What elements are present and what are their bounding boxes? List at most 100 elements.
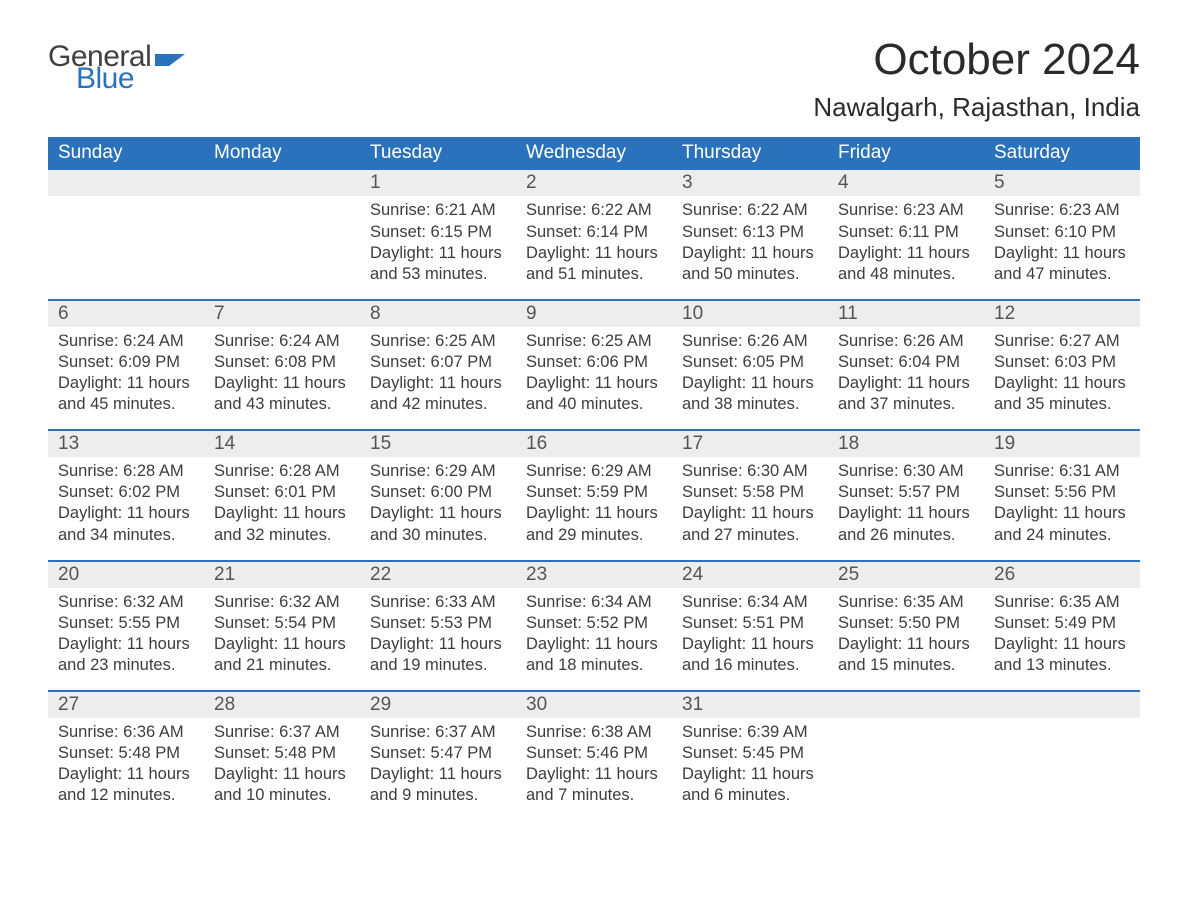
dow-sunday: Sunday	[48, 137, 204, 170]
sunrise-text: Sunrise: 6:37 AM	[370, 722, 506, 743]
day-number-row	[48, 170, 204, 196]
day-number: 7	[214, 303, 225, 324]
sunset-text: Sunset: 6:14 PM	[526, 222, 662, 243]
day-number: 13	[58, 433, 79, 454]
daylight-text: Daylight: 11 hours and 50 minutes.	[682, 243, 818, 285]
sunset-text: Sunset: 5:45 PM	[682, 743, 818, 764]
day-number-row: 29	[360, 692, 516, 718]
day-number: 9	[526, 303, 537, 324]
calendar-day: 25Sunrise: 6:35 AMSunset: 5:50 PMDayligh…	[828, 562, 984, 690]
day-number-row: 23	[516, 562, 672, 588]
sunset-text: Sunset: 5:56 PM	[994, 482, 1130, 503]
calendar-day: 10Sunrise: 6:26 AMSunset: 6:05 PMDayligh…	[672, 301, 828, 429]
day-number: 25	[838, 564, 859, 585]
brand-word2: Blue	[76, 64, 134, 94]
daylight-text: Daylight: 11 hours and 27 minutes.	[682, 503, 818, 545]
sunset-text: Sunset: 6:05 PM	[682, 352, 818, 373]
dow-thursday: Thursday	[672, 137, 828, 170]
daylight-text: Daylight: 11 hours and 7 minutes.	[526, 764, 662, 806]
page-header: General Blue October 2024 Nawalgarh, Raj…	[48, 36, 1140, 123]
sunrise-text: Sunrise: 6:22 AM	[682, 200, 818, 221]
flag-icon	[155, 50, 185, 72]
calendar-day: 26Sunrise: 6:35 AMSunset: 5:49 PMDayligh…	[984, 562, 1140, 690]
daylight-text: Daylight: 11 hours and 9 minutes.	[370, 764, 506, 806]
sunrise-text: Sunrise: 6:26 AM	[838, 331, 974, 352]
day-number-row: 6	[48, 301, 204, 327]
day-details: Sunrise: 6:39 AMSunset: 5:45 PMDaylight:…	[672, 718, 828, 806]
calendar-day: 24Sunrise: 6:34 AMSunset: 5:51 PMDayligh…	[672, 562, 828, 690]
calendar-day: 18Sunrise: 6:30 AMSunset: 5:57 PMDayligh…	[828, 431, 984, 559]
dow-friday: Friday	[828, 137, 984, 170]
day-number: 26	[994, 564, 1015, 585]
day-details: Sunrise: 6:25 AMSunset: 6:06 PMDaylight:…	[516, 327, 672, 415]
sunset-text: Sunset: 6:06 PM	[526, 352, 662, 373]
day-number: 3	[682, 172, 693, 193]
title-block: October 2024 Nawalgarh, Rajasthan, India	[813, 36, 1140, 123]
day-number: 22	[370, 564, 391, 585]
calendar-day: 30Sunrise: 6:38 AMSunset: 5:46 PMDayligh…	[516, 692, 672, 820]
sunrise-text: Sunrise: 6:30 AM	[682, 461, 818, 482]
sunset-text: Sunset: 5:55 PM	[58, 613, 194, 634]
calendar-day: 1Sunrise: 6:21 AMSunset: 6:15 PMDaylight…	[360, 170, 516, 298]
day-number-row: 25	[828, 562, 984, 588]
day-number: 2	[526, 172, 537, 193]
sunset-text: Sunset: 5:52 PM	[526, 613, 662, 634]
sunset-text: Sunset: 5:54 PM	[214, 613, 350, 634]
sunrise-text: Sunrise: 6:32 AM	[214, 592, 350, 613]
day-number: 19	[994, 433, 1015, 454]
day-number: 16	[526, 433, 547, 454]
daylight-text: Daylight: 11 hours and 30 minutes.	[370, 503, 506, 545]
day-number: 14	[214, 433, 235, 454]
brand-logo: General Blue	[48, 36, 185, 94]
daylight-text: Daylight: 11 hours and 47 minutes.	[994, 243, 1130, 285]
daylight-text: Daylight: 11 hours and 19 minutes.	[370, 634, 506, 676]
sunset-text: Sunset: 5:47 PM	[370, 743, 506, 764]
calendar-day: 27Sunrise: 6:36 AMSunset: 5:48 PMDayligh…	[48, 692, 204, 820]
day-number-row: 10	[672, 301, 828, 327]
daylight-text: Daylight: 11 hours and 13 minutes.	[994, 634, 1130, 676]
daylight-text: Daylight: 11 hours and 24 minutes.	[994, 503, 1130, 545]
calendar-day: 7Sunrise: 6:24 AMSunset: 6:08 PMDaylight…	[204, 301, 360, 429]
calendar-day: 5Sunrise: 6:23 AMSunset: 6:10 PMDaylight…	[984, 170, 1140, 298]
daylight-text: Daylight: 11 hours and 18 minutes.	[526, 634, 662, 676]
sunset-text: Sunset: 6:03 PM	[994, 352, 1130, 373]
sunrise-text: Sunrise: 6:35 AM	[838, 592, 974, 613]
day-number-row: 31	[672, 692, 828, 718]
day-number-row: 5	[984, 170, 1140, 196]
sunset-text: Sunset: 6:02 PM	[58, 482, 194, 503]
day-details: Sunrise: 6:23 AMSunset: 6:10 PMDaylight:…	[984, 196, 1140, 284]
calendar-day: 9 Sunrise: 6:25 AMSunset: 6:06 PMDaylight…	[516, 301, 672, 429]
sunset-text: Sunset: 5:59 PM	[526, 482, 662, 503]
location-subtitle: Nawalgarh, Rajasthan, India	[813, 92, 1140, 123]
sunset-text: Sunset: 5:50 PM	[838, 613, 974, 634]
calendar-week: 6Sunrise: 6:24 AMSunset: 6:09 PMDaylight…	[48, 299, 1140, 429]
sunset-text: Sunset: 6:01 PM	[214, 482, 350, 503]
sunrise-text: Sunrise: 6:35 AM	[994, 592, 1130, 613]
sunset-text: Sunset: 6:00 PM	[370, 482, 506, 503]
sunrise-text: Sunrise: 6:29 AM	[370, 461, 506, 482]
day-number-row: 30	[516, 692, 672, 718]
calendar-day: 11Sunrise: 6:26 AMSunset: 6:04 PMDayligh…	[828, 301, 984, 429]
calendar-day: 12Sunrise: 6:27 AMSunset: 6:03 PMDayligh…	[984, 301, 1140, 429]
sunset-text: Sunset: 6:10 PM	[994, 222, 1130, 243]
day-details: Sunrise: 6:36 AMSunset: 5:48 PMDaylight:…	[48, 718, 204, 806]
day-number: 24	[682, 564, 703, 585]
calendar-day: 14Sunrise: 6:28 AMSunset: 6:01 PMDayligh…	[204, 431, 360, 559]
sunrise-text: Sunrise: 6:24 AM	[214, 331, 350, 352]
sunset-text: Sunset: 5:57 PM	[838, 482, 974, 503]
day-details: Sunrise: 6:37 AMSunset: 5:47 PMDaylight:…	[360, 718, 516, 806]
sunrise-text: Sunrise: 6:28 AM	[214, 461, 350, 482]
calendar-day: 22Sunrise: 6:33 AMSunset: 5:53 PMDayligh…	[360, 562, 516, 690]
day-number: 17	[682, 433, 703, 454]
day-number-row: 9	[516, 301, 672, 327]
day-number-row: 1	[360, 170, 516, 196]
day-number-row: 8	[360, 301, 516, 327]
day-number-row: 19	[984, 431, 1140, 457]
day-number-row: 27	[48, 692, 204, 718]
day-details: Sunrise: 6:32 AMSunset: 5:54 PMDaylight:…	[204, 588, 360, 676]
day-details: Sunrise: 6:26 AMSunset: 6:05 PMDaylight:…	[672, 327, 828, 415]
sunrise-text: Sunrise: 6:23 AM	[994, 200, 1130, 221]
sunset-text: Sunset: 6:04 PM	[838, 352, 974, 373]
daylight-text: Daylight: 11 hours and 6 minutes.	[682, 764, 818, 806]
calendar-day: 6Sunrise: 6:24 AMSunset: 6:09 PMDaylight…	[48, 301, 204, 429]
